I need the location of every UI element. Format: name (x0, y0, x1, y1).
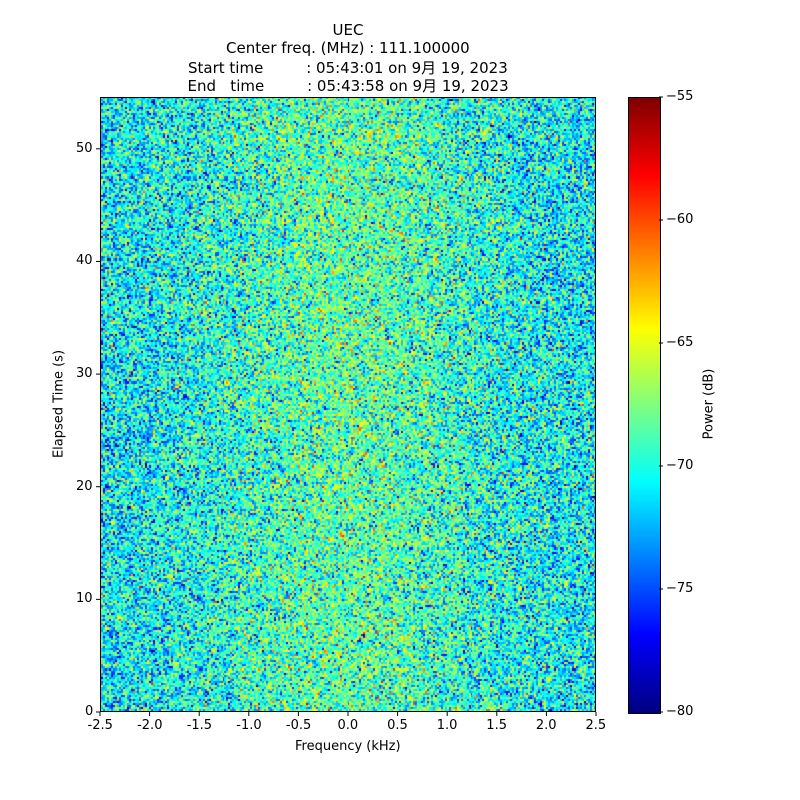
x-tick-label: 1.0 (436, 718, 458, 733)
x-tick-label: -0.5 (285, 718, 312, 733)
y-tick-label: 40 (76, 253, 93, 269)
title-line: Center freq. (MHz) : 111.100000 (226, 39, 470, 57)
title-line: End time : 05:43:58 on 9月 19, 2023 (187, 77, 509, 95)
colorbar (628, 97, 661, 714)
colorbar-tick-label: −75 (666, 581, 694, 596)
title-line: Start time : 05:43:01 on 9月 19, 2023 (188, 59, 508, 77)
spectrogram-heatmap (100, 97, 596, 712)
colorbar-tick-label: −80 (666, 704, 694, 719)
x-tick-label: 0.5 (387, 718, 408, 733)
y-tick-label: 30 (76, 366, 93, 382)
colorbar-tick-label: −65 (666, 335, 694, 350)
y-axis-label: Elapsed Time (s) (51, 349, 67, 459)
colorbar-tick-label: −70 (666, 458, 694, 473)
x-axis-label: Frequency (kHz) (295, 739, 401, 754)
y-tick-label: 50 (76, 140, 93, 156)
colorbar-tick-label: −60 (666, 212, 694, 227)
plot-frame (100, 97, 596, 712)
y-tick-label: 20 (76, 478, 93, 494)
title-line: UEC (332, 21, 364, 39)
x-tick-label: 0.0 (337, 718, 359, 733)
y-tick-label: 0 (85, 704, 94, 719)
colorbar-tick-label: −55 (666, 89, 694, 104)
x-tick-label: -1.0 (236, 718, 262, 733)
x-tick-label: -2.0 (137, 718, 163, 733)
x-tick-label: 2.5 (585, 718, 607, 733)
x-tick-label: -1.5 (186, 718, 213, 733)
x-tick-label: -2.5 (87, 718, 113, 733)
y-tick-label: 10 (76, 591, 93, 607)
x-tick-label: 2.0 (535, 718, 557, 733)
x-tick-label: 1.5 (486, 718, 507, 733)
colorbar-label: Power (dB) (701, 368, 717, 440)
